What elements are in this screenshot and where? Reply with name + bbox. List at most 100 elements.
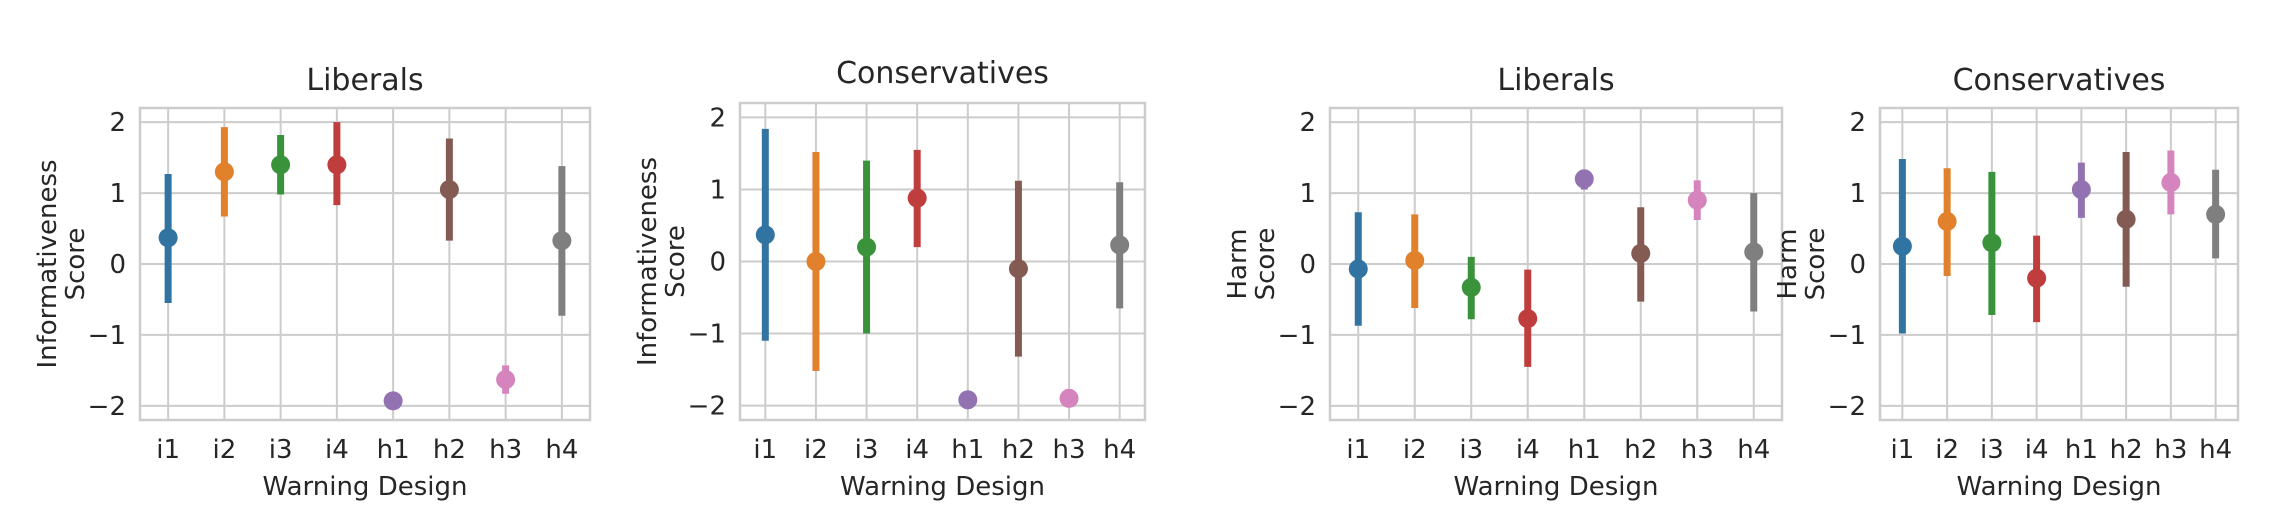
x-tick-label: i1 [156,435,180,465]
y-tick-label: −2 [1828,392,1866,422]
data-point [327,155,347,175]
y-axis-label: Score [1251,228,1281,301]
y-axis-label: Score [1801,228,1831,301]
x-tick-label: i3 [269,435,293,465]
data-point [1744,242,1764,262]
chart-title: Liberals [306,63,423,98]
x-tick-label: h1 [2065,435,2098,465]
data-point [2161,172,2181,192]
data-point [383,391,403,411]
x-tick-label: h2 [2110,435,2143,465]
x-tick-label: h1 [377,435,410,465]
x-tick-label: h2 [1002,435,1035,465]
y-tick-label: 0 [709,248,726,278]
data-point [2116,209,2136,229]
y-axis-label: Harm [1223,228,1253,299]
data-point [2071,180,2091,200]
plot-frame [738,101,1147,422]
y-axis-label: Score [61,228,91,301]
y-tick-label: −2 [88,392,126,422]
x-tick-label: i4 [1516,435,1540,465]
x-tick-label: i2 [804,435,828,465]
x-tick-label: i2 [212,435,236,465]
chart-title: Liberals [1497,63,1614,98]
chart-panel-3: −2 −1 0 1 2 i1 i2 i3 i4 h1 h2 h3 h4 Liberals Warning D… [1223,63,1784,502]
chart-panel-2: −2 −1 0 1 2 i1 i2 i3 i4 h1 h2 h3 h4 Conservatives Warn… [633,56,1147,502]
y-tick-label: 1 [709,175,726,205]
x-tick-label: i2 [1935,435,1959,465]
x-tick-label: h4 [1103,435,1136,465]
x-axis-label: Warning Design [840,472,1045,502]
x-tick-label: h3 [1053,435,1086,465]
data-point [1892,236,1912,256]
data-point [214,162,234,182]
y-tick-label: −1 [1278,321,1316,351]
y-axis-label: Harm [1773,228,1803,299]
x-tick-label: h2 [433,435,466,465]
data-point [1461,277,1481,297]
y-tick-label: 1 [109,179,126,209]
y-tick-label: −2 [1278,392,1316,422]
x-tick-label: i3 [1459,435,1483,465]
data-point [1008,259,1028,279]
x-tick-label: h3 [489,435,522,465]
data-point [271,155,291,175]
data-point [158,228,178,248]
y-tick-label: 1 [1299,179,1316,209]
y-tick-label: 2 [1849,108,1866,138]
y-tick-label: −1 [1828,321,1866,351]
data-point [806,252,826,271]
x-axis-label: Warning Design [1957,472,2162,502]
x-tick-label: h4 [2199,435,2232,465]
data-point [857,237,877,257]
x-tick-label: i4 [2025,435,2049,465]
plot-frame [138,106,592,422]
x-tick-label: i4 [905,435,929,465]
y-tick-label: −2 [688,392,726,422]
x-tick-label: h2 [1624,435,1657,465]
data-point [907,188,927,208]
x-tick-label: h1 [1568,435,1601,465]
x-tick-label: h3 [2154,435,2187,465]
data-point [439,180,459,200]
data-point [1982,233,2002,253]
data-point [1687,190,1707,210]
y-tick-label: 2 [709,103,726,133]
chart-title: Conservatives [1953,63,2166,98]
data-point [1631,243,1651,263]
y-axis-label: Score [661,225,691,298]
chart-panel-4: −2 −1 0 1 2 i1 i2 i3 i4 h1 h2 h3 h4 Conservatives Warn… [1773,63,2240,502]
x-tick-label: i1 [1346,435,1370,465]
x-tick-label: i4 [325,435,349,465]
data-point [1110,235,1130,255]
data-point [2027,268,2047,288]
plot-frame [1878,106,2240,422]
data-point [755,225,775,245]
chart-panel-1: −2 −1 0 1 2 i1 i2 i3 i4 h1 h2 h3 h4 Liberals Warning D… [33,63,592,502]
x-tick-label: h1 [951,435,984,465]
x-tick-label: h4 [1737,435,1770,465]
plot-frame [1328,106,1784,422]
x-tick-label: i2 [1403,435,1427,465]
data-point [1059,388,1079,408]
y-tick-label: −1 [88,321,126,351]
x-axis-label: Warning Design [1454,472,1659,502]
x-tick-label: h3 [1681,435,1714,465]
chart-title: Conservatives [836,56,1049,91]
x-tick-label: i1 [753,435,777,465]
data-point [958,390,978,410]
x-tick-label: h4 [545,435,578,465]
data-point [1518,309,1538,329]
x-axis-label: Warning Design [263,472,468,502]
y-tick-label: 2 [1299,108,1316,138]
data-point [1348,259,1368,279]
data-point [552,231,572,251]
data-point [1405,250,1425,270]
x-tick-label: i1 [1890,435,1914,465]
data-point [1937,211,1957,231]
y-tick-label: 2 [109,108,126,138]
data-point [1574,169,1594,189]
data-point [496,370,516,390]
x-tick-label: i3 [1980,435,2004,465]
